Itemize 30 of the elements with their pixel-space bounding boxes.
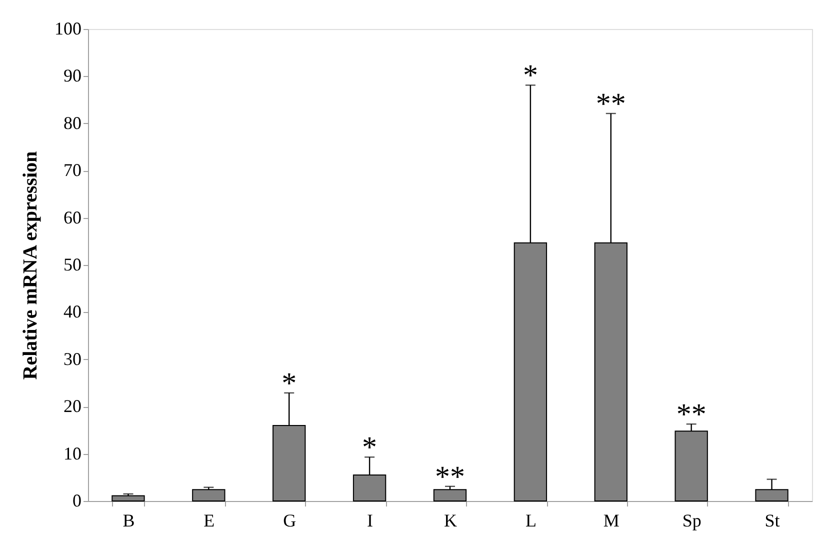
y-tick-label: 100 — [54, 18, 82, 38]
x-tick-label: K — [444, 510, 457, 530]
bar — [112, 495, 145, 502]
y-tick-label: 70 — [64, 160, 82, 180]
y-axis-title: Relative mRNA expression — [20, 151, 42, 380]
y-tick-label: 40 — [64, 302, 82, 322]
x-tick-label: St — [764, 510, 780, 530]
x-tick-label: G — [283, 510, 296, 530]
x-tick-label: Sp — [682, 510, 702, 530]
annotation: ** — [435, 460, 465, 494]
bar — [433, 489, 467, 502]
x-tick-label: L — [525, 510, 536, 530]
y-tick-label: 10 — [64, 443, 82, 464]
x-tick-label: I — [367, 510, 374, 530]
annotation: * — [522, 59, 538, 92]
y-tick-label: 30 — [64, 348, 82, 369]
x-tick-label: M — [603, 510, 620, 530]
annotation: * — [362, 431, 378, 464]
y-tick-label: 20 — [64, 396, 82, 416]
annotation: ** — [596, 87, 626, 120]
y-tick-label: 0 — [72, 490, 82, 510]
y-tick-label: 80 — [64, 112, 82, 133]
x-tick-label: E — [204, 510, 215, 530]
annotation: * — [282, 366, 297, 400]
y-tick-label: 90 — [64, 66, 82, 86]
y-tick-label: 50 — [64, 254, 82, 274]
annotation: ** — [676, 398, 706, 432]
x-tick-label: B — [122, 510, 135, 530]
bar — [192, 489, 226, 502]
y-tick-label: 60 — [64, 207, 82, 228]
